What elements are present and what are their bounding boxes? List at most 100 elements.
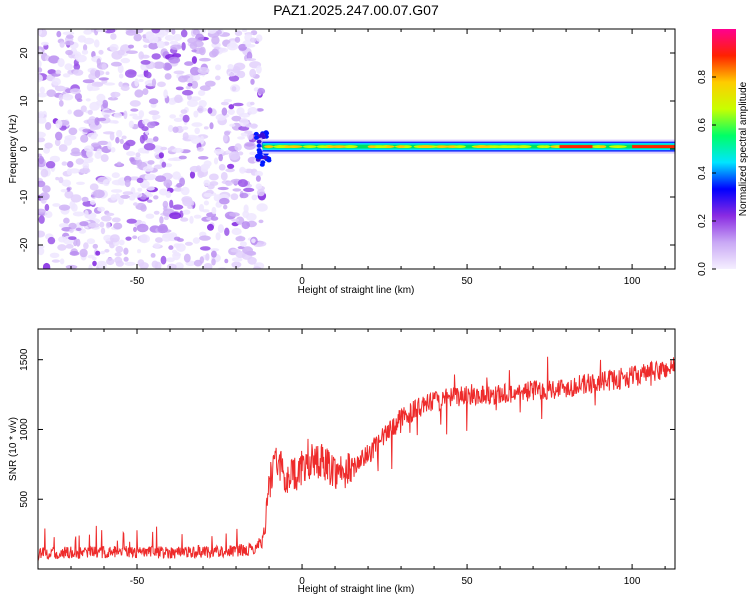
noise-blob: [68, 127, 78, 136]
noise-blob: [237, 179, 248, 188]
noise-blob: [164, 73, 172, 80]
noise-blob: [111, 179, 124, 186]
noise-blob: [61, 161, 68, 166]
noise-blob: [144, 150, 150, 154]
transition-blob: [256, 139, 262, 144]
noise-blob: [69, 251, 80, 256]
noise-blob: [107, 96, 119, 101]
noise-blob: [118, 239, 125, 246]
ridge-peak: [559, 145, 593, 149]
noise-blob: [38, 92, 48, 98]
noise-blob: [64, 135, 77, 141]
ridge-highlight: [599, 145, 607, 149]
noise-blob: [230, 193, 239, 201]
noise-blob: [153, 61, 165, 69]
noise-blob: [244, 130, 253, 134]
noise-blob: [110, 147, 116, 153]
noise-blob: [158, 152, 164, 159]
noise-blob: [137, 249, 141, 254]
noise-blob: [75, 158, 85, 165]
noise-blob: [222, 134, 228, 143]
noise-blob: [114, 193, 121, 200]
noise-blob: [190, 200, 195, 206]
noise-blob: [217, 224, 224, 234]
noise-blob: [227, 72, 236, 77]
noise-blob: [88, 222, 100, 228]
noise-blob: [79, 221, 89, 227]
noise-blob: [220, 171, 228, 181]
transition-blob: [257, 150, 263, 155]
noise-blob: [104, 82, 116, 86]
noise-blob: [172, 204, 184, 210]
ridge-highlight: [396, 145, 405, 149]
noise-blob: [243, 204, 249, 213]
noise-blob: [172, 251, 181, 261]
noise-blob: [38, 67, 43, 73]
x-tick-label: 0: [299, 576, 305, 587]
noise-blob: [227, 163, 235, 169]
noise-blob: [163, 179, 173, 188]
noise-blob: [58, 176, 64, 184]
noise-blob: [190, 80, 199, 89]
noise-blob: [48, 55, 60, 64]
noise-blob: [141, 184, 148, 189]
noise-blob: [221, 107, 228, 116]
noise-blob: [255, 34, 263, 42]
noise-blob: [246, 51, 253, 61]
noise-blob: [232, 188, 242, 192]
noise-blob: [95, 100, 103, 106]
noise-blob: [82, 128, 91, 133]
noise-blob: [103, 234, 113, 242]
noise-blob: [181, 75, 191, 79]
noise-blob: [147, 160, 155, 165]
noise-blob: [98, 49, 104, 55]
noise-blob: [135, 152, 141, 158]
noise-blob: [231, 257, 243, 262]
noise-blob: [145, 31, 154, 40]
noise-blob: [197, 90, 206, 96]
noise-blob: [128, 44, 134, 49]
noise-blob: [148, 110, 160, 116]
noise-blob: [153, 164, 164, 170]
noise-blob: [44, 203, 50, 212]
noise-blob: [42, 262, 51, 269]
noise-blob: [75, 227, 82, 231]
noise-blob: [174, 262, 184, 269]
noise-blob: [154, 175, 167, 182]
noise-blob: [160, 146, 168, 151]
noise-blob: [203, 126, 209, 130]
noise-blob: [168, 245, 174, 250]
ridge-highlight: [434, 145, 450, 149]
noise-blob: [164, 163, 173, 168]
noise-blob: [49, 155, 61, 163]
noise-blob: [210, 248, 220, 252]
noise-blob: [223, 98, 233, 103]
noise-blob: [237, 70, 246, 79]
noise-blob: [180, 109, 188, 114]
noise-blob: [97, 117, 107, 122]
noise-blob: [63, 217, 70, 224]
noise-blob: [258, 219, 264, 224]
noise-blob: [87, 254, 95, 259]
noise-blob: [129, 113, 138, 117]
x-tick-label: 50: [462, 276, 474, 287]
noise-blob: [111, 217, 121, 223]
noise-blob: [83, 37, 95, 45]
noise-blob: [65, 49, 73, 56]
noise-blob: [182, 209, 191, 215]
noise-blob: [191, 56, 197, 64]
noise-blob: [192, 29, 200, 36]
ridge-highlight: [316, 145, 329, 149]
noise-blob: [193, 110, 199, 118]
noise-blob: [134, 89, 144, 98]
noise-blob: [242, 246, 254, 255]
colorbar: 0.0 0.2 0.4 0.6 0.8 Normalized spectral ampl…: [697, 29, 749, 276]
noise-blob: [121, 135, 127, 140]
noise-blob: [256, 188, 265, 197]
snr-frame: [37, 328, 676, 570]
noise-blob: [65, 244, 74, 249]
noise-blob: [45, 122, 52, 130]
spectrogram-signal-ridge: [262, 139, 675, 154]
noise-blob: [80, 134, 89, 143]
